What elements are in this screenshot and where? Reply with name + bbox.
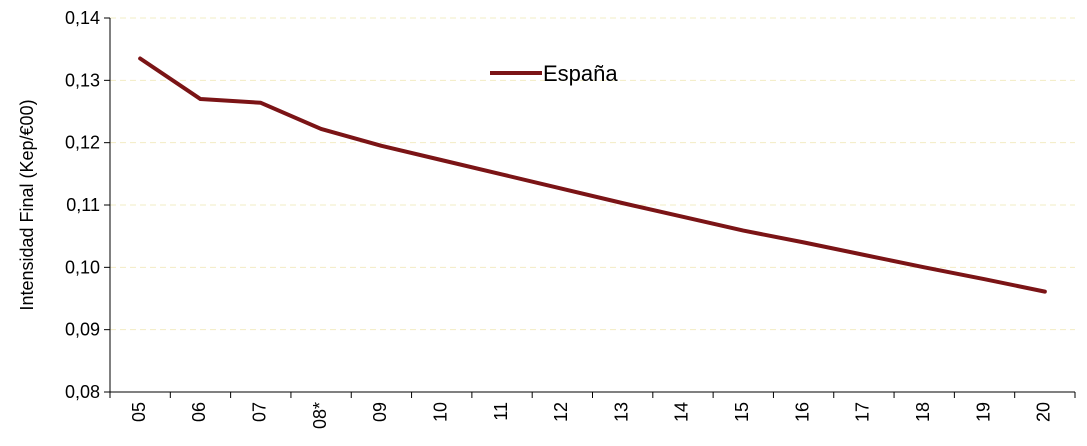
y-axis-label: Intensidad Final (Kep/€00) xyxy=(17,99,37,310)
x-tick-label: 06 xyxy=(189,402,209,422)
x-tick-label: 17 xyxy=(853,402,873,422)
x-tick-label: 08* xyxy=(310,402,330,429)
y-tick-label: 0,08 xyxy=(65,382,100,402)
y-tick-label: 0,09 xyxy=(65,320,100,340)
axes-layer: 0,08 0,09 0,10 0,11 0,12 0,13 0,14 05 06 07 08* 09 1… xyxy=(17,8,1076,429)
x-tick-label: 19 xyxy=(973,402,993,422)
y-tick-label: 0,10 xyxy=(65,257,100,277)
x-tick-label: 16 xyxy=(792,402,812,422)
series-line xyxy=(138,56,1047,294)
y-tick-label: 0,13 xyxy=(65,70,100,90)
x-tick-label: 05 xyxy=(129,402,149,422)
x-tick-label: 15 xyxy=(732,402,752,422)
grid-layer xyxy=(110,17,1075,331)
x-tick-label: 11 xyxy=(491,402,511,421)
y-tick-label: 0,14 xyxy=(65,8,100,28)
x-tick-label: 12 xyxy=(551,402,571,422)
x-tick-label: 10 xyxy=(430,402,450,422)
y-tick-label: 0,11 xyxy=(66,195,100,215)
x-tick-label: 09 xyxy=(370,402,390,422)
y-tick-label: 0,12 xyxy=(65,133,100,153)
x-tick-label: 18 xyxy=(913,402,933,422)
x-tick-label: 07 xyxy=(250,402,270,422)
x-tick-label: 14 xyxy=(672,402,692,422)
legend-label: España xyxy=(543,61,618,86)
legend: España xyxy=(490,61,618,86)
x-tick-label: 13 xyxy=(611,402,631,422)
series-layer xyxy=(138,56,1047,294)
x-tick-label: 20 xyxy=(1034,402,1054,422)
